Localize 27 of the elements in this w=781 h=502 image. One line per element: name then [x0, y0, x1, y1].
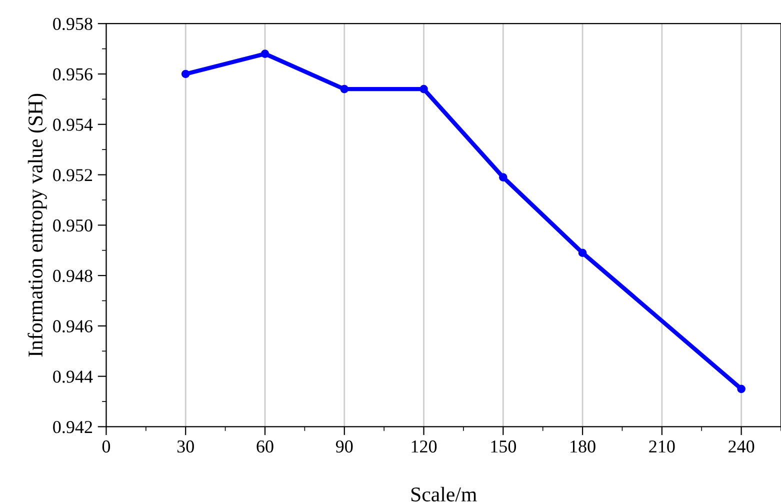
point — [260, 50, 270, 58]
point — [737, 384, 746, 394]
point — [420, 84, 428, 94]
point — [340, 84, 349, 94]
x-tick-label: 240 — [728, 440, 754, 453]
x-tick-label: 60 — [256, 440, 274, 453]
point — [498, 173, 508, 182]
x-tick-label: 210 — [649, 440, 675, 453]
point — [578, 248, 587, 258]
y-tick-label: 0.958 — [53, 18, 92, 30]
x-tick-label: 30 — [177, 440, 194, 453]
x-tick-label: 180 — [570, 440, 596, 453]
y-tick-label: 0.950 — [53, 219, 92, 232]
y-axis-title: Information entropy value (SH) — [28, 94, 47, 357]
x-tick-label: 120 — [412, 440, 437, 453]
x-tick-label: 0 — [102, 440, 110, 453]
x-axis-title: Scale/m — [411, 486, 477, 502]
y-tick-label: 0.952 — [53, 169, 92, 182]
y-tick-label: 0.944 — [53, 370, 93, 383]
x-tick-label: 150 — [491, 440, 516, 453]
y-tick-label: 0.948 — [53, 270, 92, 282]
point — [181, 70, 190, 78]
x-tick-label: 90 — [336, 440, 353, 453]
y-tick-label: 0.954 — [53, 118, 93, 131]
y-tick-label: 0.956 — [53, 68, 92, 81]
y-tick-label: 0.946 — [53, 320, 92, 332]
y-tick-label: 0.942 — [53, 420, 92, 434]
